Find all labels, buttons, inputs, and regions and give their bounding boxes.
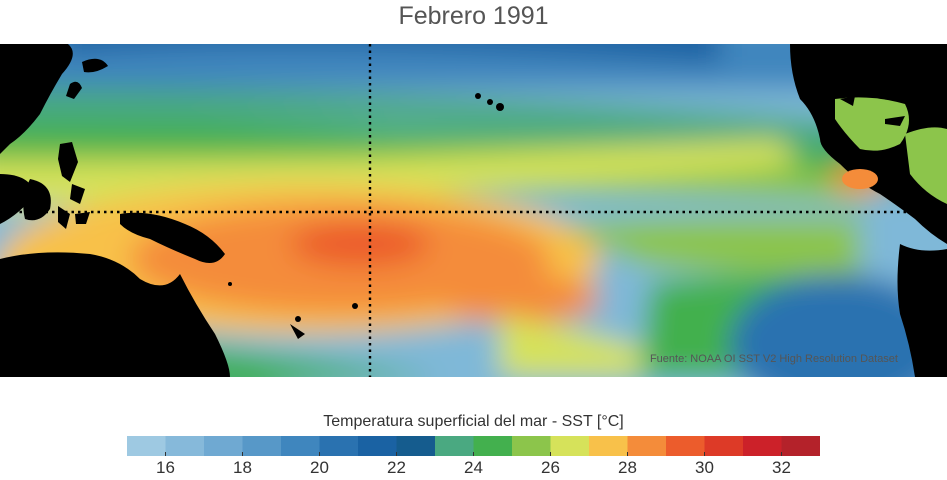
map-title: Febrero 1991 <box>398 2 549 30</box>
colorbar-tick-label: 22 <box>387 458 406 477</box>
colorbar <box>127 436 820 456</box>
colorbar-tick-label: 18 <box>233 458 252 477</box>
colorbar-segment <box>358 436 397 456</box>
colorbar-tick-label: 20 <box>310 458 329 477</box>
colorbar-segment <box>627 436 667 456</box>
colorbar-tick-label: 26 <box>541 458 560 477</box>
colorbar-segment <box>281 436 320 456</box>
colorbar-segment <box>204 436 243 456</box>
colorbar-segment <box>589 436 628 456</box>
colorbar-label: Temperatura superficial del mar - SST [°… <box>323 413 624 430</box>
colorbar-tick-label: 32 <box>772 458 791 477</box>
colorbar-segment <box>396 436 436 456</box>
colorbar-segment <box>550 436 590 456</box>
colorbar-segment <box>319 436 359 456</box>
colorbar-segment <box>666 436 705 456</box>
colorbar-tick-label: 28 <box>618 458 637 477</box>
colorbar-tick-label: 16 <box>156 458 175 477</box>
colorbar-segment <box>165 436 205 456</box>
colorbar-segment <box>473 436 513 456</box>
colorbar-segment <box>743 436 782 456</box>
colorbar-segment <box>781 436 820 456</box>
colorbar-tick-label: 30 <box>695 458 714 477</box>
caribbean-water <box>835 96 947 204</box>
source-note: Fuente: NOAA OI SST V2 High Resolution D… <box>650 353 898 365</box>
colorbar-ticks: 16 18 20 22 24 26 28 30 32 <box>0 458 947 480</box>
sst-map: Fuente: NOAA OI SST V2 High Resolution D… <box>0 44 947 377</box>
colorbar-segment <box>435 436 474 456</box>
land <box>0 44 947 377</box>
colorbar-segment <box>127 436 166 456</box>
colorbar-segment <box>704 436 744 456</box>
colorbar-segment <box>242 436 282 456</box>
colorbar-tick-label: 24 <box>464 458 483 477</box>
colorbar-segment <box>512 436 551 456</box>
